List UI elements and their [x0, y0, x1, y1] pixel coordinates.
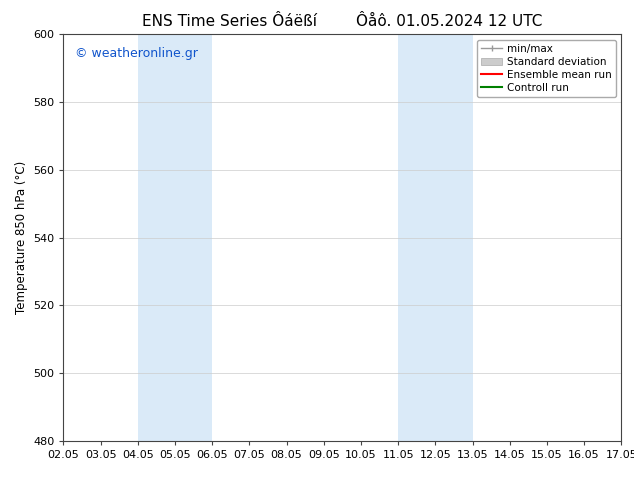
- Y-axis label: Temperature 850 hPa (°C): Temperature 850 hPa (°C): [15, 161, 27, 314]
- Bar: [138, 34, 212, 441]
- Legend: min/max, Standard deviation, Ensemble mean run, Controll run: min/max, Standard deviation, Ensemble me…: [477, 40, 616, 97]
- Text: © weatheronline.gr: © weatheronline.gr: [75, 47, 197, 59]
- Title: ENS Time Series Ôáëßí        Ôåô. 01.05.2024 12 UTC: ENS Time Series Ôáëßí Ôåô. 01.05.2024 12…: [142, 14, 543, 29]
- Bar: [398, 34, 472, 441]
